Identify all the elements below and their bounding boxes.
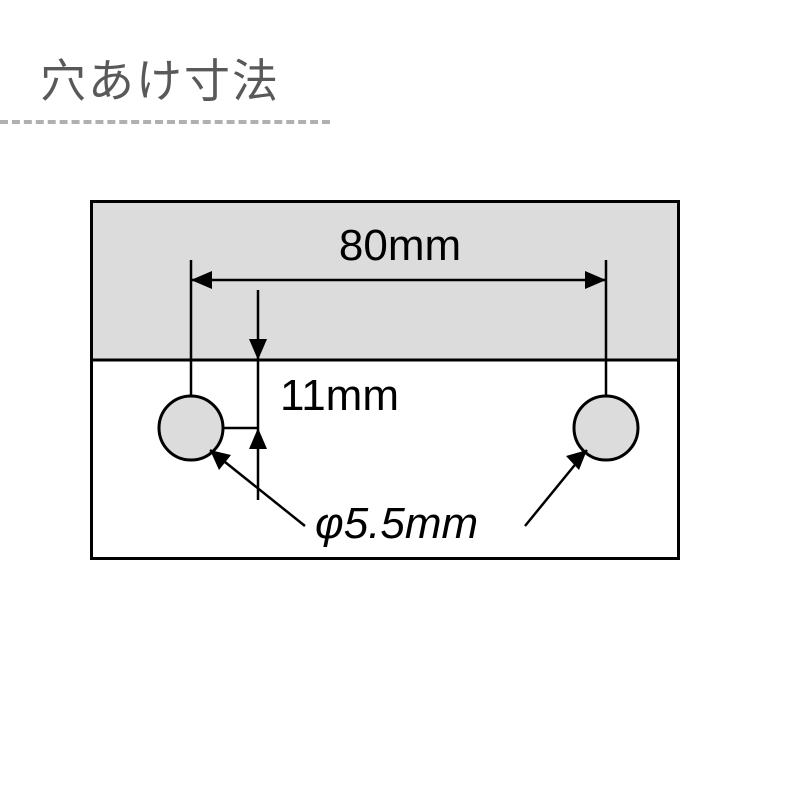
dim-11mm-label: 11mm bbox=[280, 371, 399, 420]
hole-left bbox=[159, 396, 223, 460]
title-underline-dash bbox=[0, 120, 330, 124]
diameter-label: φ5.5mm bbox=[315, 499, 478, 548]
diameter-leader-right-arrow bbox=[566, 450, 587, 470]
dim-11mm-arrow-bottom bbox=[249, 428, 267, 449]
dim-80mm-label: 80mm bbox=[339, 221, 461, 270]
diagram-title: 穴あけ寸法 bbox=[40, 45, 280, 111]
diameter-leader-left-arrow bbox=[210, 450, 231, 470]
hole-right bbox=[574, 396, 638, 460]
drilling-dimension-diagram: 80mm 11mm φ5.5mm bbox=[90, 200, 680, 560]
